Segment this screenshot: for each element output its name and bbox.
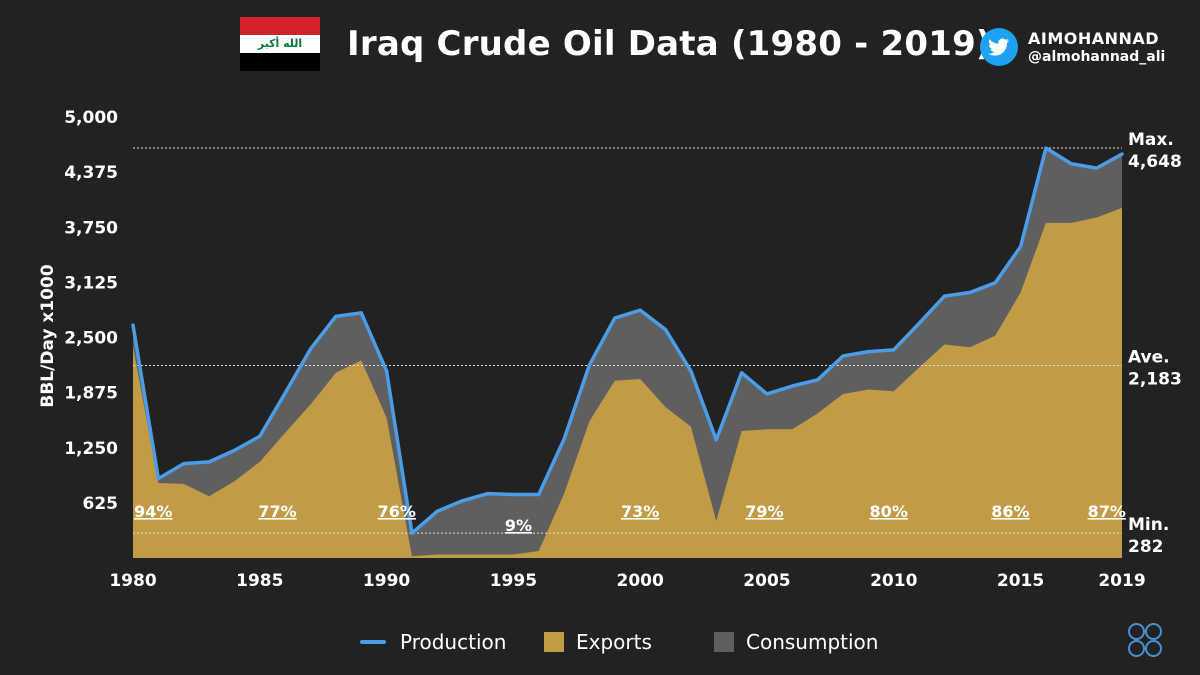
export-share-label: 80%	[870, 502, 908, 521]
y-tick-label: 5,000	[64, 108, 118, 128]
y-tick-label: 4,375	[64, 163, 118, 183]
x-tick-label: 2010	[870, 571, 917, 591]
chart-areas	[133, 148, 1122, 559]
twitter-bird-icon	[980, 28, 1018, 66]
y-tick-label: 2,500	[64, 329, 118, 349]
chart-legend: Production Exports Consumption	[0, 622, 1200, 662]
export-share-label: 77%	[258, 502, 296, 521]
legend-exports[interactable]: Exports	[544, 622, 652, 662]
reference-label-max: Max.	[1128, 130, 1174, 150]
legend-exports-swatch	[544, 632, 564, 652]
reference-value-min: 282	[1128, 537, 1164, 557]
opec-logo-icon	[1128, 623, 1162, 657]
x-tick-label: 1980	[109, 571, 156, 591]
legend-consumption[interactable]: Consumption	[714, 622, 878, 662]
chart-axes: 625 1,250 1,875 2,500 3,125 3,750 4,375 5,000 19…	[64, 108, 1145, 591]
production-line-group	[131, 146, 1124, 535]
author-handle: @almohannad_ali	[1028, 49, 1166, 65]
export-share-label: 79%	[745, 502, 783, 521]
flag-script: الله أكبر	[257, 37, 303, 50]
reference-value-ave: 2,183	[1128, 369, 1182, 389]
y-tick-label: 3,125	[64, 273, 118, 293]
production-line	[131, 146, 1124, 535]
iraq-flag: الله أكبر	[240, 17, 320, 71]
export-share-label: 86%	[991, 502, 1029, 521]
x-tick-label: 2015	[997, 571, 1044, 591]
flag-red-band	[240, 17, 320, 35]
flag-black-band	[240, 53, 320, 71]
y-tick-label: 625	[83, 494, 119, 514]
x-tick-label: 1995	[490, 571, 537, 591]
chart-title: Iraq Crude Oil Data (1980 - 2019)	[347, 24, 992, 64]
export-share-label: 9%	[505, 516, 532, 535]
export-share-label: 73%	[621, 502, 659, 521]
x-tick-label: 2019	[1098, 571, 1145, 591]
export-share-label: 94%	[134, 502, 172, 521]
export-share-label: 87%	[1088, 502, 1126, 521]
flag-white-band: الله أكبر	[240, 35, 320, 53]
y-axis-label: BBL/Day x1000	[38, 264, 58, 407]
x-tick-label: 1985	[236, 571, 283, 591]
reference-value-max: 4,648	[1128, 152, 1182, 172]
author-name: AIMOHANNAD	[1028, 29, 1160, 48]
reference-label-min: Min.	[1128, 515, 1169, 535]
legend-production-swatch	[360, 640, 386, 644]
exports-area	[133, 207, 1122, 558]
export-share-annotations: 94% 77% 76% 9% 73% 79% 80% 86% 87%	[134, 502, 1126, 535]
y-tick-label: 1,875	[64, 384, 118, 404]
legend-production[interactable]: Production	[360, 622, 506, 662]
y-tick-label: 1,250	[64, 439, 118, 459]
legend-consumption-swatch	[714, 632, 734, 652]
legend-consumption-label: Consumption	[746, 630, 879, 654]
reference-label-ave: Ave.	[1128, 347, 1170, 367]
legend-production-label: Production	[400, 630, 507, 654]
x-tick-label: 2000	[617, 571, 664, 591]
legend-exports-label: Exports	[576, 630, 652, 654]
x-tick-label: 2005	[743, 571, 790, 591]
reference-lines: Max.4,648 Ave.2,183 Min.282	[133, 130, 1182, 557]
x-tick-label: 1990	[363, 571, 410, 591]
export-share-label: 76%	[378, 502, 416, 521]
y-tick-label: 3,750	[64, 218, 118, 238]
author-badge[interactable]: AIMOHANNAD @almohannad_ali	[980, 28, 1190, 68]
